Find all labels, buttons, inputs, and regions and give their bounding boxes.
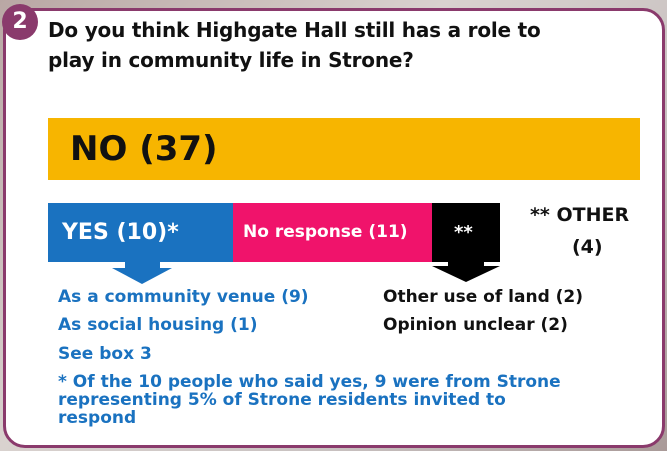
question-line: play in community life in Strone? xyxy=(48,48,414,72)
yes-item: As social housing (1) xyxy=(58,315,258,335)
other-marker: ** xyxy=(454,222,473,243)
other-item: Opinion unclear (2) xyxy=(383,315,568,335)
yes-item: As a community venue (9) xyxy=(58,287,309,307)
no-label: NO (37) xyxy=(70,129,218,169)
yes-label: YES (10)* xyxy=(62,220,179,245)
question-line: Do you think Highgate Hall still has a r… xyxy=(48,18,541,42)
no-response-label: No response (11) xyxy=(243,222,408,242)
other-label: (4) xyxy=(572,236,603,258)
other-arrow xyxy=(432,262,500,282)
badge: 2 xyxy=(2,4,38,40)
other-label: ** OTHER xyxy=(530,204,630,226)
yes-item: See box 3 xyxy=(58,344,152,364)
footnote-line: respond xyxy=(58,408,137,428)
other-bar xyxy=(432,203,500,262)
footnote-line: representing 5% of Strone residents invi… xyxy=(58,390,506,410)
yes-arrow xyxy=(112,262,172,284)
footnote-line: * Of the 10 people who said yes, 9 were … xyxy=(58,372,561,392)
no-bar xyxy=(48,118,640,180)
yes-bar xyxy=(48,203,233,262)
other-item: Other use of land (2) xyxy=(383,287,584,307)
no-response-bar xyxy=(233,203,432,262)
